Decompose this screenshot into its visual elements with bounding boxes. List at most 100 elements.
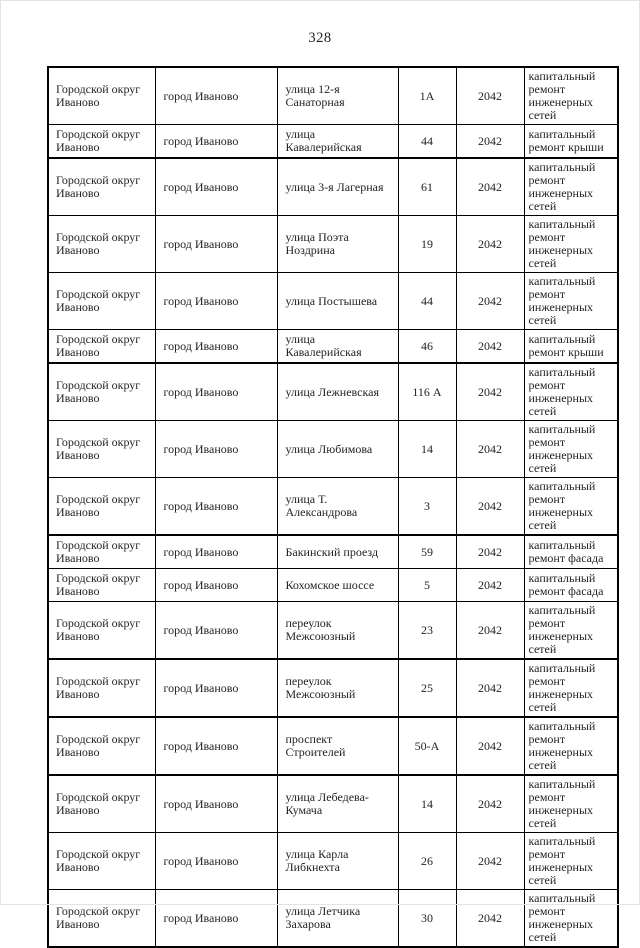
- district-cell: Городской округ Иваново: [47, 66, 156, 125]
- street-cell: улица 3-я Лагерная: [276, 157, 399, 216]
- house-cell: 14: [397, 420, 457, 478]
- city-cell: город Иваново: [154, 66, 278, 125]
- house-cell: 59: [397, 534, 457, 569]
- street-cell: улица Постышева: [276, 272, 399, 330]
- city-cell: город Иваново: [154, 362, 278, 421]
- district-cell: Городской округ Иваново: [47, 420, 156, 478]
- year-cell: 2042: [455, 124, 525, 159]
- city-cell: город Иваново: [154, 832, 278, 890]
- street-cell: улица Поэта Ноздрина: [276, 215, 399, 273]
- house-cell: 19: [397, 215, 457, 273]
- house-cell: 26: [397, 832, 457, 890]
- street-cell: улица Т. Александрова: [276, 477, 399, 536]
- district-cell: Городской округ Иваново: [47, 889, 156, 948]
- house-cell: 46: [397, 329, 457, 364]
- table-row: Городской округ Иваново город Иваново Баки…: [47, 534, 619, 569]
- year-cell: 2042: [455, 774, 525, 833]
- house-cell: 3: [397, 477, 457, 536]
- street-cell: переулок Межсоюзный: [276, 658, 399, 718]
- street-cell: Бакинский проезд: [276, 534, 399, 569]
- table-row: Городской округ Иваново город Иваново улиц…: [47, 272, 619, 330]
- work-cell: капитальный ремонт фасада: [523, 534, 619, 569]
- street-cell: улица Лебедева-Кумача: [276, 774, 399, 833]
- table-row: Городской округ Иваново город Иваново улиц…: [47, 774, 619, 833]
- year-cell: 2042: [455, 477, 525, 536]
- house-cell: 14: [397, 774, 457, 833]
- work-cell: капитальный ремонт инженерных сетей: [523, 832, 619, 890]
- district-cell: Городской округ Иваново: [47, 329, 156, 364]
- work-cell: капитальный ремонт инженерных сетей: [523, 362, 619, 421]
- year-cell: 2042: [455, 362, 525, 421]
- street-cell: улица Летчика Захарова: [276, 889, 399, 948]
- table-row: Городской округ Иваново город Иваново пере…: [47, 601, 619, 660]
- table-row: Городской округ Иваново город Иваново улиц…: [47, 889, 619, 948]
- work-cell: капитальный ремонт инженерных сетей: [523, 889, 619, 948]
- year-cell: 2042: [455, 329, 525, 364]
- district-cell: Городской округ Иваново: [47, 832, 156, 890]
- table-row: Городской округ Иваново город Иваново Кохо…: [47, 568, 619, 602]
- district-cell: Городской округ Иваново: [47, 124, 156, 159]
- table-row: Городской округ Иваново город Иваново улиц…: [47, 215, 619, 273]
- district-cell: Городской округ Иваново: [47, 716, 156, 776]
- table-body: Городской округ Иваново город Иваново улиц…: [47, 66, 619, 948]
- city-cell: город Иваново: [154, 272, 278, 330]
- house-cell: 30: [397, 889, 457, 948]
- house-cell: 1А: [397, 66, 457, 125]
- district-cell: Городской округ Иваново: [47, 568, 156, 602]
- year-cell: 2042: [455, 832, 525, 890]
- district-cell: Городской округ Иваново: [47, 362, 156, 421]
- city-cell: город Иваново: [154, 124, 278, 159]
- year-cell: 2042: [455, 215, 525, 273]
- year-cell: 2042: [455, 272, 525, 330]
- house-cell: 44: [397, 272, 457, 330]
- district-cell: Городской округ Иваново: [47, 215, 156, 273]
- work-cell: капитальный ремонт инженерных сетей: [523, 716, 619, 776]
- work-cell: капитальный ремонт инженерных сетей: [523, 157, 619, 216]
- table-row: Городской округ Иваново город Иваново улиц…: [47, 477, 619, 536]
- house-cell: 25: [397, 658, 457, 718]
- house-cell: 44: [397, 124, 457, 159]
- house-cell: 50-А: [397, 716, 457, 776]
- city-cell: город Иваново: [154, 329, 278, 364]
- street-cell: улица Карла Либкнехта: [276, 832, 399, 890]
- page-number: 328: [308, 30, 332, 46]
- house-cell: 61: [397, 157, 457, 216]
- street-cell: улица Кавалерийская: [276, 329, 399, 364]
- table-row: Городской округ Иваново город Иваново улиц…: [47, 66, 619, 125]
- city-cell: город Иваново: [154, 774, 278, 833]
- work-cell: капитальный ремонт крыши: [523, 329, 619, 364]
- year-cell: 2042: [455, 66, 525, 125]
- work-cell: капитальный ремонт крыши: [523, 124, 619, 159]
- year-cell: 2042: [455, 157, 525, 216]
- work-cell: капитальный ремонт инженерных сетей: [523, 420, 619, 478]
- table-row: Городской округ Иваново город Иваново улиц…: [47, 124, 619, 159]
- street-cell: проспект Строителей: [276, 716, 399, 776]
- street-cell: улица Лежневская: [276, 362, 399, 421]
- work-cell: капитальный ремонт инженерных сетей: [523, 66, 619, 125]
- year-cell: 2042: [455, 534, 525, 569]
- street-cell: переулок Межсоюзный: [276, 601, 399, 660]
- year-cell: 2042: [455, 601, 525, 660]
- table-row: Городской округ Иваново город Иваново улиц…: [47, 157, 619, 216]
- district-cell: Городской округ Иваново: [47, 534, 156, 569]
- street-cell: улица Любимова: [276, 420, 399, 478]
- capital-repair-table: Городской округ Иваново город Иваново улиц…: [47, 66, 619, 948]
- year-cell: 2042: [455, 568, 525, 602]
- city-cell: город Иваново: [154, 477, 278, 536]
- house-cell: 23: [397, 601, 457, 660]
- year-cell: 2042: [455, 420, 525, 478]
- work-cell: капитальный ремонт инженерных сетей: [523, 272, 619, 330]
- house-cell: 5: [397, 568, 457, 602]
- work-cell: капитальный ремонт инженерных сетей: [523, 658, 619, 718]
- district-cell: Городской округ Иваново: [47, 658, 156, 718]
- work-cell: капитальный ремонт инженерных сетей: [523, 477, 619, 536]
- work-cell: капитальный ремонт инженерных сетей: [523, 215, 619, 273]
- street-cell: улица Кавалерийская: [276, 124, 399, 159]
- street-cell: Кохомское шоссе: [276, 568, 399, 602]
- table-row: Городской округ Иваново город Иваново прос…: [47, 716, 619, 776]
- year-cell: 2042: [455, 716, 525, 776]
- work-cell: капитальный ремонт инженерных сетей: [523, 601, 619, 660]
- district-cell: Городской округ Иваново: [47, 774, 156, 833]
- city-cell: город Иваново: [154, 568, 278, 602]
